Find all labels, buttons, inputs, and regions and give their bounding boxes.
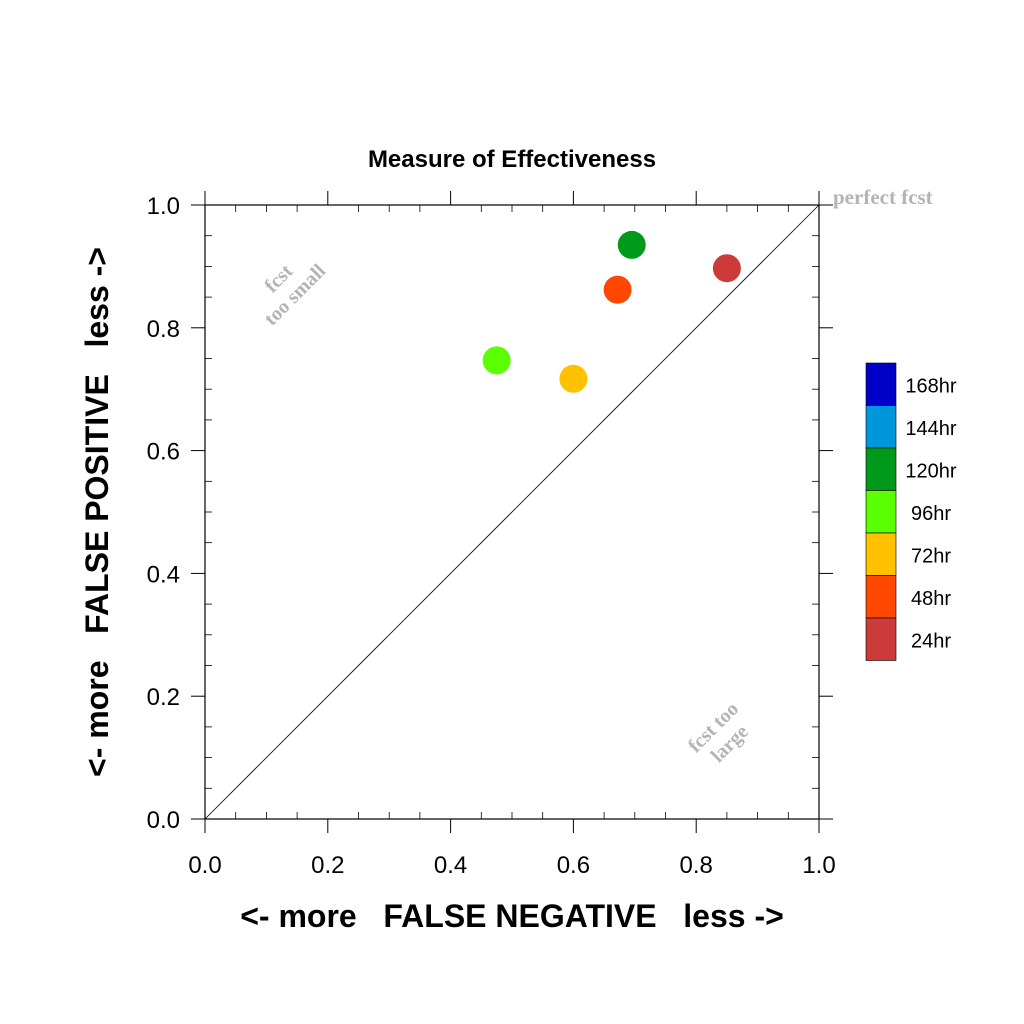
legend-swatch-72hr — [865, 532, 897, 576]
legend-swatch-144hr — [865, 405, 897, 449]
legend-label-24hr: 24hr — [911, 630, 951, 652]
plot-area: 0.0 0.2 0.4 0.6 0.8 1.0 0.0 0.2 0.4 0.6 0.8 1.0 — [147, 191, 836, 879]
x-tick-label: 1.0 — [802, 852, 835, 879]
scatter-point-120hr — [617, 230, 646, 259]
legend-label-48hr: 48hr — [911, 588, 951, 610]
scatter-point-72hr — [559, 364, 588, 393]
x-tick-label: 0.4 — [434, 852, 467, 879]
annotation-perfect-fcst: perfect fcst — [833, 185, 933, 209]
y-axis-label: <- more FALSE POSITIVE less -> — [79, 247, 115, 777]
legend-swatch-96hr — [865, 490, 897, 534]
y-tick-label: 0.2 — [147, 684, 180, 711]
x-axis-label: <- more FALSE NEGATIVE less -> — [240, 898, 784, 934]
x-tick-label: 0.0 — [188, 852, 221, 879]
annotation-fcst-too-large: fcst too large — [684, 698, 753, 767]
legend-label-72hr: 72hr — [911, 545, 951, 567]
chart-title: Measure of Effectiveness — [368, 146, 656, 173]
scatter-point-48hr — [603, 275, 632, 304]
x-tick-label: 0.6 — [557, 852, 590, 879]
legend-label-144hr: 144hr — [905, 418, 956, 440]
y-tick-label: 0.8 — [147, 316, 180, 343]
y-tick-label: 0.6 — [147, 439, 180, 466]
legend-swatch-120hr — [865, 447, 897, 491]
legend-swatch-24hr — [865, 617, 897, 661]
legend-swatch-48hr — [865, 575, 897, 619]
legend: 168hr 144hr 120hr 96hr 72hr 48hr 24hr — [865, 362, 957, 661]
legend-label-96hr: 96hr — [911, 503, 951, 525]
scatter-point-24hr — [712, 254, 741, 283]
legend-label-120hr: 120hr — [905, 460, 956, 482]
legend-swatch-168hr — [865, 362, 897, 406]
annotation-fcst-too-small: fcst too small — [260, 260, 330, 330]
y-tick-label: 1.0 — [147, 193, 180, 220]
perfect-forecast-line — [204, 204, 820, 820]
y-tick-label: 0.0 — [147, 807, 180, 834]
legend-label-168hr: 168hr — [905, 375, 956, 397]
scatter-point-96hr — [482, 346, 511, 375]
x-tick-label: 0.2 — [311, 852, 344, 879]
y-tick-label: 0.4 — [147, 561, 180, 588]
x-tick-label: 0.8 — [680, 852, 713, 879]
